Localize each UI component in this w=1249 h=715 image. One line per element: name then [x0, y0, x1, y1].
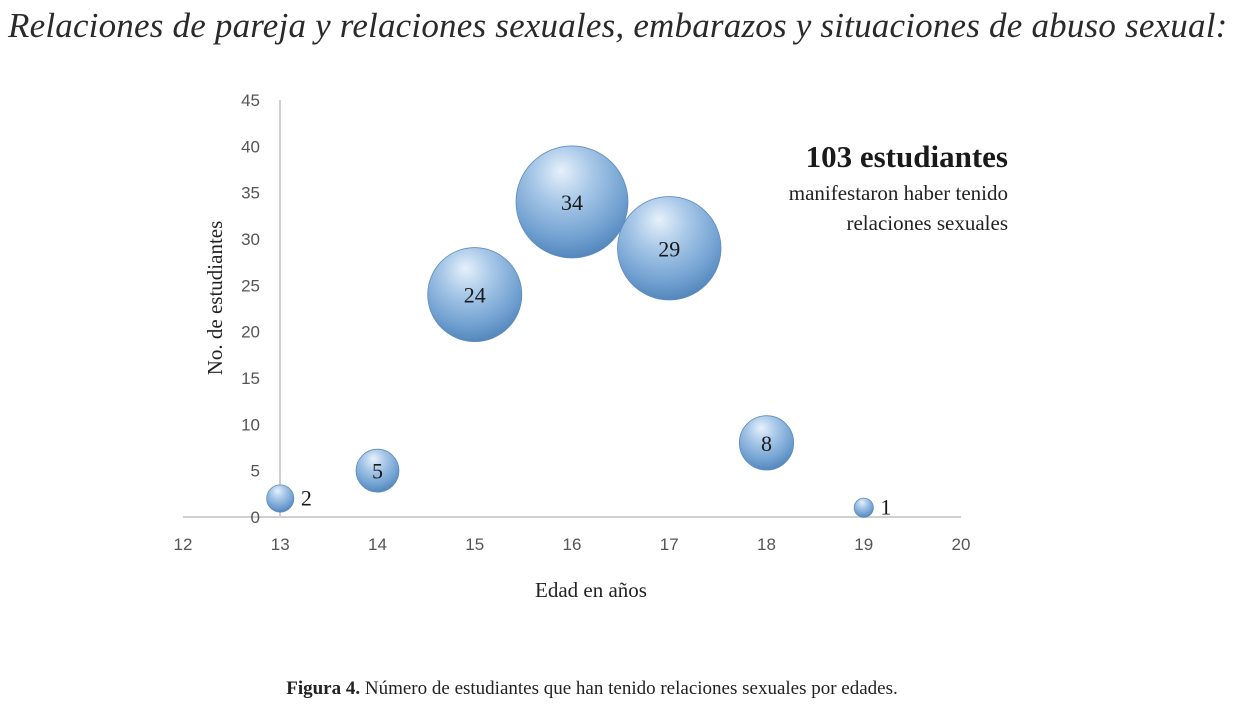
x-tick-label: 12	[174, 535, 193, 554]
x-tick-label: 15	[465, 535, 484, 554]
bubble	[617, 196, 722, 301]
x-tick-label: 18	[757, 535, 776, 554]
bubble-label: 29	[658, 236, 680, 261]
y-tick-label: 0	[251, 508, 260, 527]
bubble-label: 2	[301, 485, 312, 510]
bubble	[427, 247, 523, 343]
bubble	[355, 448, 400, 493]
y-tick-label: 25	[241, 276, 260, 295]
caption-text: Número de estudiantes que han tenido rel…	[364, 678, 898, 699]
bubble-label: 1	[880, 495, 891, 520]
y-axis-title: No. de estudiantes	[203, 221, 227, 376]
y-tick-label: 5	[251, 462, 260, 481]
x-tick-label: 17	[660, 535, 679, 554]
caption-label: Figura 4.	[286, 678, 361, 699]
x-tick-label: 13	[271, 535, 290, 554]
x-tick-label: 19	[854, 535, 873, 554]
page-heading: Relaciones de pareja y relaciones sexual…	[8, 6, 1228, 45]
x-axis-title: Edad en años	[535, 578, 647, 602]
x-tick-label: 14	[368, 535, 387, 554]
bubble-label: 24	[464, 283, 486, 308]
y-tick-label: 45	[241, 91, 260, 110]
bubble-label: 8	[761, 431, 772, 456]
bubble	[266, 484, 295, 513]
annotation-headline: 103 estudiantes	[806, 139, 1008, 174]
x-tick-label: 20	[952, 535, 971, 554]
bubble	[515, 145, 629, 259]
x-tick-label: 16	[563, 535, 582, 554]
bubble-label: 34	[561, 190, 583, 215]
bubble-label: 5	[372, 459, 383, 484]
bubble	[738, 415, 795, 471]
figure-caption: Figura 4. Número de estudiantes que han …	[0, 678, 1184, 700]
y-tick-label: 10	[241, 415, 260, 434]
y-tick-label: 15	[241, 369, 260, 388]
y-tick-label: 40	[241, 137, 260, 156]
y-tick-label: 30	[241, 230, 260, 249]
annotation-line-2: relaciones sexuales	[846, 211, 1008, 235]
y-tick-label: 20	[241, 323, 260, 342]
annotation-line-1: manifestaron haber tenido	[789, 181, 1008, 205]
bubble	[853, 497, 874, 518]
y-tick-label: 35	[241, 184, 260, 203]
